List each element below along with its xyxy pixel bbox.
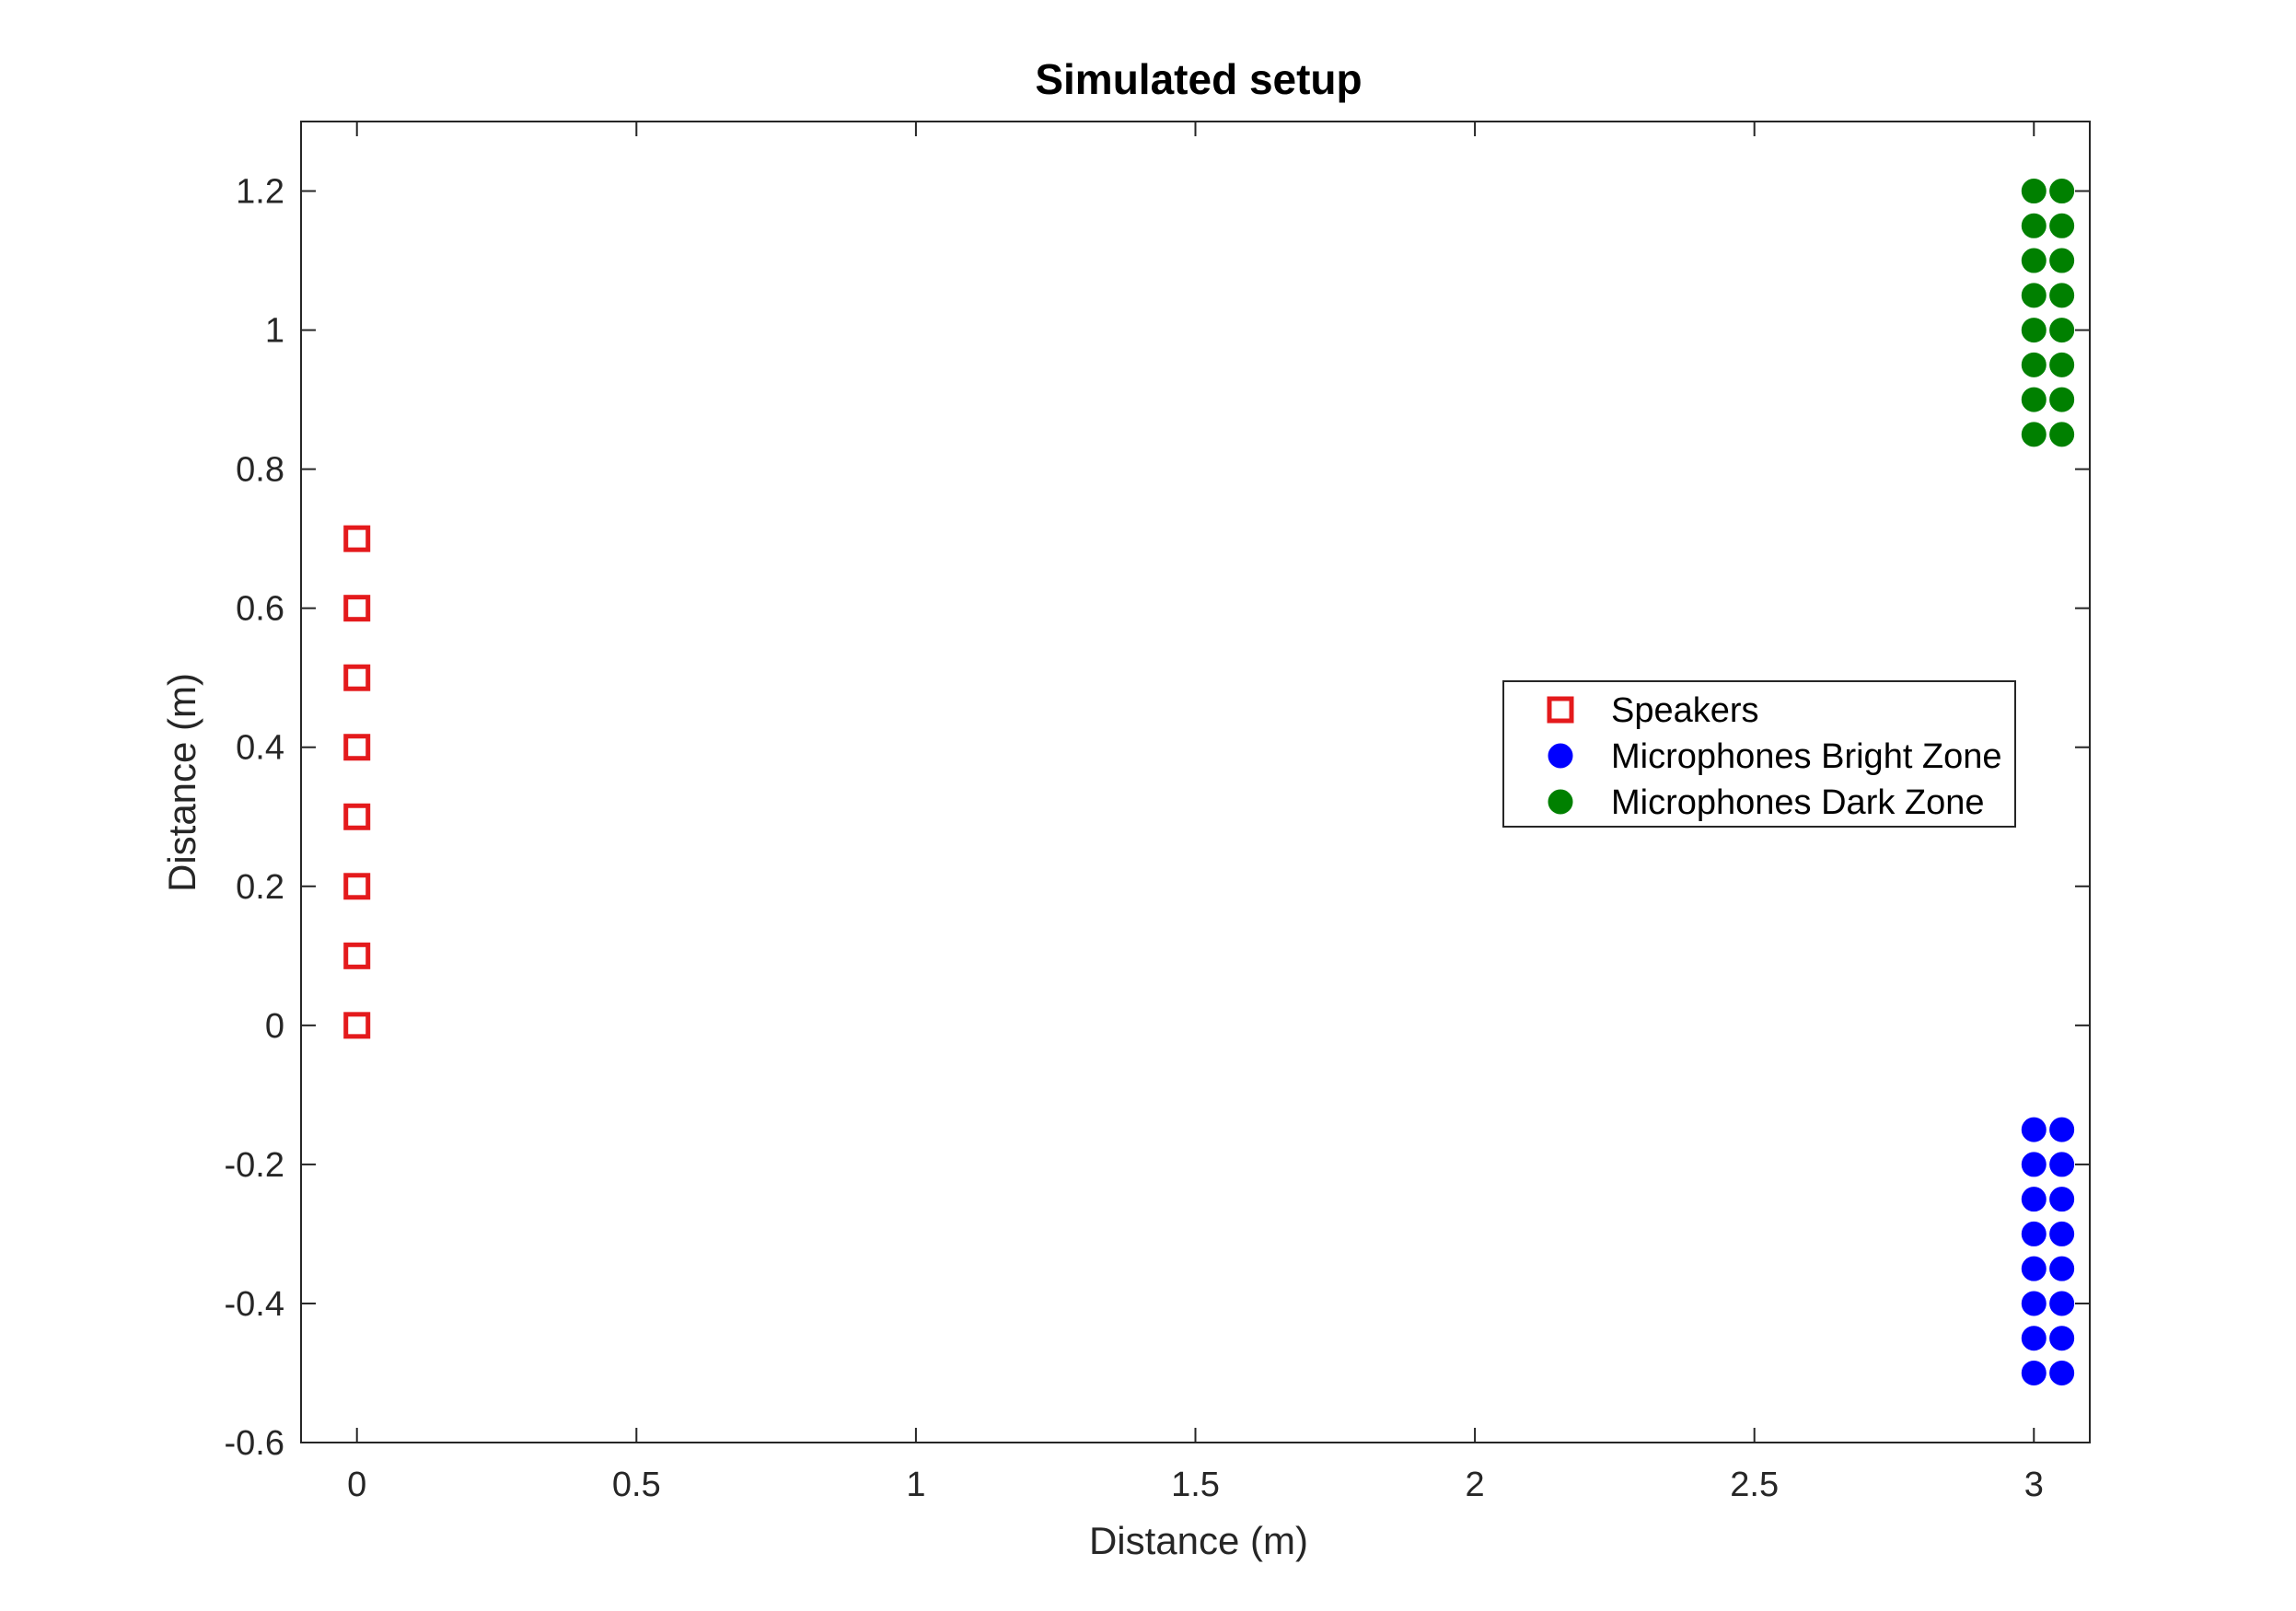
microphone-point <box>2049 387 2075 412</box>
microphone-point <box>2049 318 2075 343</box>
microphone-point <box>2049 1291 2075 1316</box>
microphone-point <box>2021 179 2047 204</box>
speaker-point <box>343 873 371 900</box>
y-tick-label: 1 <box>265 312 284 351</box>
legend-item: Microphones Bright Zone <box>1548 737 2002 776</box>
microphone-point <box>2021 422 2047 447</box>
y-tick-label: 0.6 <box>236 590 284 629</box>
chart-title: Simulated setup <box>1035 55 1362 103</box>
y-tick-label: 0 <box>265 1007 284 1046</box>
y-tick-label: -0.6 <box>225 1424 284 1463</box>
x-tick-label: 0.5 <box>612 1466 661 1504</box>
speaker-point <box>343 942 371 969</box>
microphone-point <box>2021 1117 2047 1142</box>
speaker-point <box>343 595 371 622</box>
microphone-point <box>2049 422 2075 447</box>
speaker-point <box>343 803 371 830</box>
microphone-point <box>2021 387 2047 412</box>
microphone-point <box>2049 213 2075 238</box>
microphone-point <box>2021 318 2047 343</box>
microphone-point <box>2049 352 2075 377</box>
microphone-point <box>2021 1360 2047 1385</box>
microphone-point <box>2021 1152 2047 1177</box>
microphone-point <box>2021 283 2047 308</box>
legend-marker <box>1548 789 1573 815</box>
x-tick-label: 0 <box>347 1466 366 1504</box>
x-tick-label: 1.5 <box>1171 1466 1220 1504</box>
y-tick-label: 0.2 <box>236 868 284 907</box>
microphone-point <box>2049 1152 2075 1177</box>
x-tick-label: 2 <box>1466 1466 1485 1504</box>
microphone-point <box>2021 352 2047 377</box>
microphone-point <box>2021 248 2047 273</box>
legend-label: Microphones Bright Zone <box>1611 737 2002 776</box>
y-tick-label: 0.8 <box>236 451 284 490</box>
speaker-point <box>343 1012 371 1039</box>
microphone-point <box>2049 283 2075 308</box>
x-axis-ticks: 0 0.5 1 1.5 2 2.5 3 <box>347 122 2044 1504</box>
legend-marker <box>1548 743 1573 769</box>
legend-label: Microphones Dark Zone <box>1611 783 1985 822</box>
legend-item: Speakers <box>1547 691 1759 730</box>
microphone-point <box>2021 1326 2047 1351</box>
data-markers <box>343 179 2075 1385</box>
microphone-point <box>2021 213 2047 238</box>
x-tick-label: 1 <box>906 1466 925 1504</box>
series-2 <box>2021 179 2075 447</box>
speaker-point <box>343 525 371 552</box>
microphone-point <box>2049 1221 2075 1246</box>
microphone-point <box>2021 1291 2047 1316</box>
legend: Speakers Microphones Bright Zone Microphon… <box>1502 680 2016 828</box>
series-1 <box>2021 1117 2075 1385</box>
microphone-point <box>2049 248 2075 273</box>
x-tick-label: 2.5 <box>1730 1466 1779 1504</box>
microphone-point <box>2021 1256 2047 1281</box>
y-tick-label: -0.4 <box>225 1285 284 1324</box>
y-tick-label: -0.2 <box>225 1146 284 1185</box>
y-tick-label: 1.2 <box>236 173 284 212</box>
microphone-point <box>2049 179 2075 204</box>
legend-box <box>1502 680 2016 828</box>
legend-marker <box>1547 696 1574 724</box>
microphone-point <box>2049 1187 2075 1212</box>
speaker-point <box>343 734 371 761</box>
y-axis-label: Distance (m) <box>160 673 203 892</box>
microphone-point <box>2049 1117 2075 1142</box>
microphone-point <box>2021 1187 2047 1212</box>
legend-label: Speakers <box>1611 691 1759 730</box>
microphone-point <box>2049 1360 2075 1385</box>
speaker-point <box>343 664 371 691</box>
x-tick-label: 3 <box>2024 1466 2044 1504</box>
microphone-point <box>2049 1256 2075 1281</box>
series-0 <box>343 525 371 1039</box>
microphone-point <box>2021 1221 2047 1246</box>
legend-item: Microphones Dark Zone <box>1548 783 1985 822</box>
y-tick-label: 0.4 <box>236 729 284 768</box>
microphone-point <box>2049 1326 2075 1351</box>
x-axis-label: Distance (m) <box>1089 1519 1308 1562</box>
y-axis-ticks: -0.6 -0.4 -0.2 0 0.2 0.4 0.6 0.8 1 1.2 <box>225 173 2090 1463</box>
